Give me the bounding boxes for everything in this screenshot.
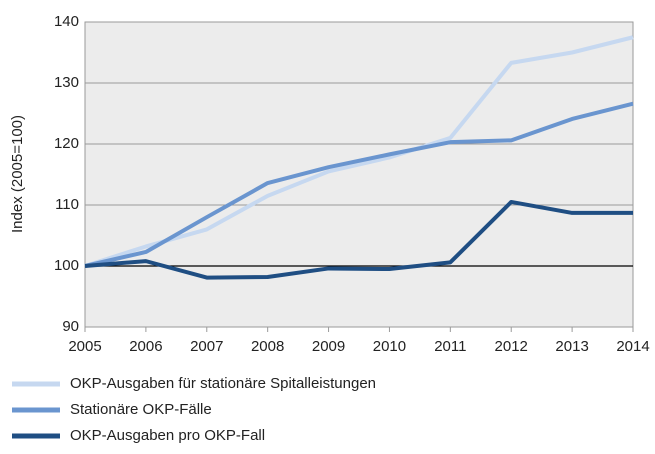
y-tick-label: 140 [54, 13, 79, 30]
series-line [84, 101, 634, 268]
legend-label: OKP-Ausgaben pro OKP-Fall [70, 427, 265, 444]
series-line [84, 199, 633, 280]
x-tick-label: 2008 [251, 338, 284, 355]
y-tick-label: 110 [55, 196, 79, 213]
legend-label: Stationäre OKP-Fälle [70, 401, 212, 418]
y-tick-label: 100 [54, 257, 79, 274]
x-tick-label: 2009 [312, 338, 345, 355]
series-line [84, 35, 634, 268]
x-tick-label: 2013 [555, 338, 588, 355]
plot-area [85, 22, 633, 327]
y-axis-label: Index (2005=100) [9, 115, 26, 233]
x-tick-label: 2012 [495, 338, 528, 355]
x-tick-label: 2007 [190, 338, 223, 355]
y-tick-label: 130 [54, 74, 79, 91]
x-tick-label: 2014 [616, 338, 649, 355]
legend-label: OKP-Ausgaben für stationäre Spitalleistu… [70, 375, 376, 392]
x-tick-label: 2011 [434, 338, 466, 355]
y-tick-label: 90 [62, 318, 79, 335]
x-tick-label: 2010 [373, 338, 406, 355]
y-tick-label: 120 [54, 135, 79, 152]
plot-border [84, 21, 634, 328]
x-tick-label: 2005 [68, 338, 101, 355]
x-tick-label: 2006 [129, 338, 162, 355]
